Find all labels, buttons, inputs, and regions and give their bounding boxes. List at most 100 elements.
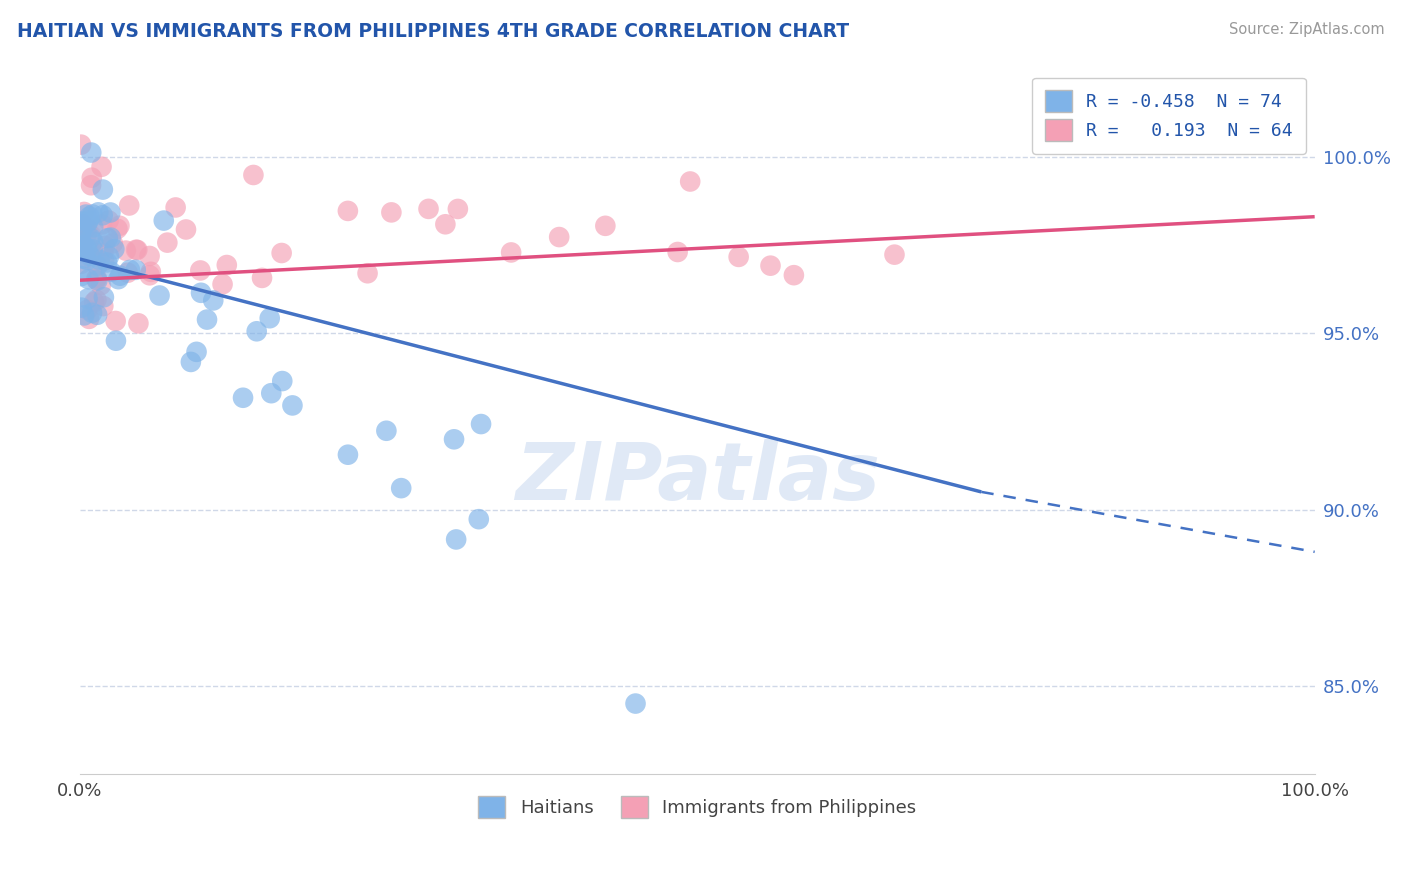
Point (100, 265, 122, 279)
Point (624, 697, 647, 711)
Point (90, 160, 112, 174)
Point (72, 252, 94, 266)
Point (73, 240, 96, 254)
Point (727, 250, 749, 264)
Point (356, 266, 378, 280)
Point (190, 285, 212, 300)
Point (91, 208, 114, 222)
Point (75, 208, 97, 222)
Point (336, 448, 359, 462)
Point (215, 258, 238, 272)
Point (548, 230, 571, 244)
Point (127, 316, 149, 330)
Point (82, 220, 104, 235)
Point (666, 245, 689, 260)
Point (73, 309, 96, 323)
Point (80, 244, 103, 258)
Point (72, 221, 94, 235)
Point (77, 272, 100, 286)
Point (86, 273, 108, 287)
Point (186, 344, 208, 359)
Point (76, 216, 98, 230)
Point (91, 218, 114, 232)
Point (97, 250, 120, 264)
Point (270, 246, 292, 260)
Text: HAITIAN VS IMMIGRANTS FROM PHILIPPINES 4TH GRADE CORRELATION CHART: HAITIAN VS IMMIGRANTS FROM PHILIPPINES 4… (17, 22, 849, 41)
Point (80, 178, 103, 193)
Point (447, 202, 470, 216)
Point (77, 311, 100, 326)
Point (70, 226, 93, 240)
Point (103, 242, 125, 256)
Point (79, 210, 101, 224)
Point (91, 183, 114, 197)
Point (70, 244, 93, 258)
Point (165, 201, 187, 215)
Point (82, 207, 104, 221)
Point (97, 213, 120, 227)
Point (82, 254, 104, 268)
Point (418, 202, 440, 216)
Point (108, 219, 131, 233)
Point (91, 299, 114, 313)
Point (180, 355, 202, 369)
Point (195, 312, 218, 326)
Point (76, 302, 98, 317)
Point (101, 236, 124, 251)
Point (389, 481, 412, 495)
Point (93, 245, 115, 260)
Point (232, 391, 254, 405)
Point (70, 269, 93, 284)
Point (83, 295, 105, 310)
Point (70, 137, 93, 152)
Point (73, 246, 96, 260)
Point (139, 265, 162, 279)
Point (118, 198, 141, 212)
Point (70, 214, 93, 228)
Point (96, 255, 118, 269)
Point (250, 271, 273, 285)
Legend: Haitians, Immigrants from Philippines: Haitians, Immigrants from Philippines (471, 789, 924, 825)
Point (79, 249, 101, 263)
Point (470, 417, 492, 431)
Point (260, 386, 283, 401)
Point (380, 205, 402, 219)
Point (90, 278, 112, 293)
Point (80, 170, 103, 185)
Point (118, 263, 141, 277)
Point (759, 259, 782, 273)
Point (76, 227, 98, 242)
Point (86, 259, 108, 273)
Point (100, 205, 122, 219)
Point (501, 245, 523, 260)
Point (242, 168, 264, 182)
Point (127, 243, 149, 257)
Point (281, 399, 304, 413)
Point (87, 205, 110, 219)
Point (80, 228, 103, 243)
Point (70, 257, 93, 271)
Point (76, 253, 98, 268)
Point (246, 324, 269, 338)
Point (595, 219, 617, 233)
Point (202, 293, 225, 308)
Point (783, 268, 806, 282)
Point (97, 231, 120, 245)
Point (70, 235, 93, 249)
Point (148, 288, 170, 302)
Point (883, 247, 905, 261)
Point (72, 238, 94, 252)
Point (107, 221, 129, 235)
Point (107, 272, 129, 286)
Point (94, 239, 117, 253)
Point (156, 235, 179, 250)
Point (86, 271, 108, 285)
Point (125, 263, 148, 277)
Point (434, 217, 457, 231)
Point (76, 241, 98, 255)
Point (80, 231, 103, 245)
Point (138, 249, 160, 263)
Point (80, 306, 103, 320)
Point (259, 311, 281, 326)
Point (443, 432, 465, 446)
